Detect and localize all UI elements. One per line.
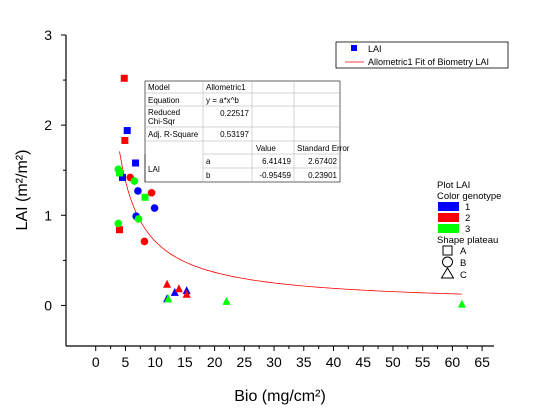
legend-circle-icon <box>442 256 453 268</box>
x-tick-label: 25 <box>237 354 253 370</box>
x-tick-label: 50 <box>385 354 401 370</box>
table-b-value: -0.95459 <box>259 171 291 180</box>
data-point-genotype-2-plateau-C <box>174 284 183 293</box>
data-point-genotype-3-plateau-C <box>222 296 231 305</box>
legend-line-label: Allometric1 Fit of Biometry LAI <box>368 57 489 67</box>
fit-curve <box>119 151 462 295</box>
x-tick-label: 55 <box>415 354 431 370</box>
data-point-genotype-2-plateau-B <box>140 237 149 246</box>
legend-square-icon <box>442 245 453 256</box>
table-param-b: b <box>206 171 211 180</box>
data-point-genotype-3-plateau-A <box>141 193 149 201</box>
x-tick-label: 45 <box>355 354 371 370</box>
table-param-group: LAI <box>148 165 160 174</box>
legend-top-box <box>335 41 509 69</box>
y-tick-label: 0 <box>44 297 52 313</box>
x-tick-label: 65 <box>474 354 490 370</box>
y-tick-label: 2 <box>44 117 52 133</box>
table-value-header: Value <box>256 144 276 153</box>
legend-color-label-2: 2 <box>465 213 470 224</box>
legend-triangle-icon <box>440 267 455 279</box>
table-model-value: Allometric1 <box>206 83 246 92</box>
legend-shape-label-c: C <box>460 270 467 281</box>
legend-top: LAI Allometric1 Fit of Biometry LAI <box>335 41 509 69</box>
data-point-genotype-2-plateau-A <box>116 226 123 234</box>
data-point-genotype-3-plateau-B <box>134 215 143 223</box>
legend-shape-label-a: A <box>460 246 467 257</box>
x-tick-label: 40 <box>326 354 342 370</box>
data-point-genotype-3-plateau-C <box>457 299 466 308</box>
data-point-genotype-1-plateau-B <box>150 204 159 212</box>
data-point-genotype-2-plateau-C <box>182 289 191 298</box>
table-equation-value: y = a*x^b <box>206 96 239 105</box>
table-equation-label: Equation <box>148 96 180 105</box>
x-tick-label: 30 <box>266 354 282 370</box>
legend-color-label-3: 3 <box>465 224 470 235</box>
legend-groups: Plot LAI Color genotype 1 2 3 Shape plat… <box>437 180 501 281</box>
data-point-genotype-2-plateau-B <box>147 188 156 197</box>
data-point-genotype-3-plateau-C <box>164 294 173 303</box>
data-point-genotype-3-plateau-B <box>130 177 139 185</box>
x-axis-title: Bio (mg/cm²) <box>234 388 326 405</box>
data-point-genotype-1-plateau-A <box>132 159 140 167</box>
data-point-genotype-2-plateau-C <box>163 279 172 288</box>
y-axis-title: LAI (m²/m²) <box>14 150 31 231</box>
legend-shape-title: Shape plateau <box>437 235 498 246</box>
table-b-se: 0.23901 <box>308 171 337 180</box>
legend-color-title: Color genotype <box>437 191 501 202</box>
data-points <box>114 74 466 308</box>
x-tick-label: 0 <box>92 354 100 370</box>
legend-color-label-1: 1 <box>465 202 470 213</box>
x-tick-label: 5 <box>122 354 130 370</box>
legend-shape-label-b: B <box>460 258 466 269</box>
legend-groups-title: Plot LAI <box>437 180 470 191</box>
x-tick-label: 15 <box>177 354 193 370</box>
y-tick-label: 3 <box>44 27 52 43</box>
data-point-genotype-1-plateau-B <box>134 187 142 195</box>
data-point-genotype-3-plateau-B <box>114 219 123 228</box>
legend-marker-icon <box>351 45 357 51</box>
legend-color-swatch-3 <box>438 224 459 233</box>
legend-color-swatch-1 <box>438 202 459 211</box>
x-axis-ticks: 0 5 10 15 20 25 30 35 40 45 50 55 60 65 <box>92 346 490 370</box>
table-a-value: 6.41419 <box>262 157 291 166</box>
data-point-genotype-3-plateau-B <box>114 165 123 174</box>
table-chisqr-label-1: Reduced <box>148 108 180 117</box>
legend-color-swatch-2 <box>438 213 459 222</box>
table-param-a: a <box>206 157 211 166</box>
data-point-genotype-2-plateau-A <box>120 74 128 82</box>
data-point-genotype-1-plateau-A <box>118 173 126 181</box>
data-point-genotype-2-plateau-A <box>121 136 129 144</box>
data-point-genotype-1-plateau-C <box>170 287 179 296</box>
x-tick-label: 35 <box>296 354 312 370</box>
table-r2-label: Adj. R-Square <box>148 130 199 139</box>
table-se-header: Standard Error <box>297 144 350 153</box>
table-chisqr-label-2: Chi-Sqr <box>148 117 175 126</box>
data-point-genotype-1-plateau-A <box>123 127 131 135</box>
table-a-se: 2.67402 <box>308 157 337 166</box>
stats-table: Model Allometric1 Equation y = a*x^b Red… <box>144 80 350 183</box>
table-model-label: Model <box>148 83 170 92</box>
y-axis-ticks: 0 1 2 3 <box>44 27 66 313</box>
table-chisqr-value: 0.22517 <box>220 109 249 118</box>
y-tick-label: 1 <box>44 207 52 223</box>
table-r2-value: 0.53197 <box>220 130 249 139</box>
x-tick-label: 60 <box>445 354 461 370</box>
legend-marker-label: LAI <box>368 44 382 54</box>
x-tick-label: 10 <box>147 354 163 370</box>
x-tick-label: 20 <box>207 354 223 370</box>
